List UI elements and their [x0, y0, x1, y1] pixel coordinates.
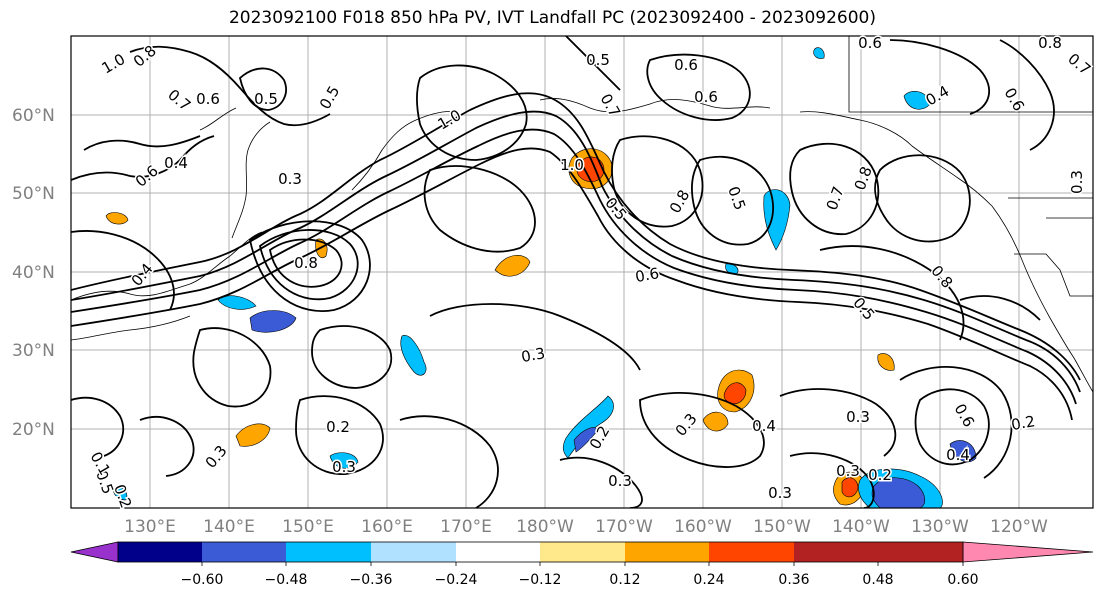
contour-label: 0.6: [196, 90, 220, 108]
colorbar-segment: [286, 542, 371, 562]
lat-label-20n: 20°N: [12, 420, 55, 440]
contour-label: 0.8: [1038, 34, 1062, 52]
contour-label: 0.6: [858, 34, 882, 52]
contour-label: 0.3: [332, 458, 356, 476]
plot-title: 2023092100 F018 850 hPa PV, IVT Landfall…: [228, 8, 876, 28]
lon-label-150w: 150°W: [753, 517, 811, 537]
cb-tick-label: −0.48: [265, 572, 308, 588]
lon-label-180w: 180°W: [516, 517, 574, 537]
colorbar-segment: [794, 542, 878, 562]
contour-label: 0.2: [868, 466, 892, 484]
lat-label-40n: 40°N: [12, 263, 55, 283]
contour-label: 0.4: [752, 417, 776, 435]
colorbar-segment: [456, 542, 540, 562]
contour-label: 0.3: [520, 344, 547, 366]
pv-filled-regions: [105, 47, 977, 508]
contour-label: 0.2: [326, 418, 350, 436]
cb-tick-label: −0.60: [181, 572, 224, 588]
cb-tick-label: 0.24: [693, 572, 724, 588]
lon-label-160e: 160°E: [361, 517, 413, 537]
lon-label-130w: 130°W: [911, 517, 969, 537]
lon-label-170e: 170°E: [440, 517, 492, 537]
cb-tick-label: −0.24: [435, 572, 478, 588]
contour-label: 0.6: [674, 56, 698, 74]
colorbar-tick-labels: −0.60 −0.48 −0.36 −0.24 −0.12 0.12 0.24 …: [181, 572, 979, 588]
colorbar-segment: [371, 542, 456, 562]
lon-label-140w: 140°W: [832, 517, 890, 537]
contour-label: 0.3: [1068, 170, 1086, 194]
contour-label: 0.4: [164, 154, 188, 172]
pv-contours: [71, 36, 1081, 508]
colorbar-segment: [625, 542, 709, 562]
map-frame: [70, 35, 1094, 509]
contour-label: 0.5: [254, 90, 278, 108]
cb-tick-label: 0.36: [778, 572, 809, 588]
cb-tick-label: −0.36: [350, 572, 393, 588]
colorbar-ticks: [201, 562, 964, 566]
colorbar-segment: [878, 542, 963, 562]
cb-tick-label: 0.60: [947, 572, 978, 588]
colorbar-segment: [709, 542, 794, 562]
latitude-labels: 60°N 50°N 40°N 30°N 20°N: [12, 106, 55, 440]
contour-label: 0.3: [608, 472, 632, 490]
lon-label-150e: 150°E: [282, 517, 334, 537]
contour-label: 0.5: [586, 51, 610, 69]
lat-label-60n: 60°N: [12, 106, 55, 126]
colorbar-outline: [117, 541, 964, 563]
lon-label-160w: 160°W: [674, 517, 732, 537]
contour-label: 0.3: [836, 462, 860, 480]
colorbar-segment: [118, 542, 202, 562]
contour-label: 0.3: [278, 170, 302, 188]
lon-label-170w: 170°W: [595, 517, 653, 537]
contour-label: 0.4: [946, 446, 970, 464]
cb-tick-label: 0.12: [609, 572, 640, 588]
lat-label-50n: 50°N: [12, 184, 55, 204]
longitude-labels: 130°E 140°E 150°E 160°E 170°E 180°W 170°…: [124, 517, 1048, 537]
lon-label-140e: 140°E: [203, 517, 255, 537]
cb-tick-label: −0.12: [519, 572, 562, 588]
colorbar-segment: [202, 542, 286, 562]
colorbar-extend-high: [962, 541, 1094, 563]
lon-label-120w: 120°W: [990, 517, 1048, 537]
contour-label: 1.0: [560, 156, 584, 174]
colorbar-segment: [540, 542, 625, 562]
colorbar: −0.60 −0.48 −0.36 −0.24 −0.12 0.12 0.24 …: [70, 541, 1094, 588]
contour-label: 0.6: [694, 88, 718, 106]
colorbar-extend-low: [70, 541, 119, 563]
contour-labels: 1.0 0.80.7 0.6 0.5 0.50.6 0.40.30.41.00.81.00…: [85, 33, 1096, 513]
contour-label: 0.3: [768, 484, 792, 502]
lon-label-130e: 130°E: [124, 517, 176, 537]
lat-label-30n: 30°N: [12, 341, 55, 361]
contour-label: 0.3: [846, 408, 870, 426]
cb-tick-label: 0.48: [862, 572, 893, 588]
contour-label: 0.8: [294, 254, 318, 272]
